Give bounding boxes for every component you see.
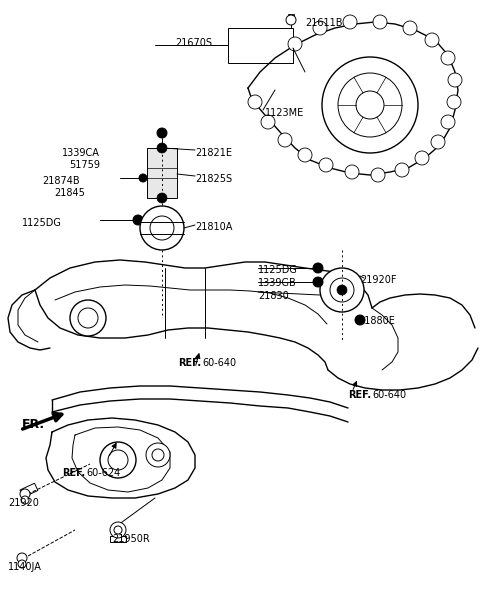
Text: 21950R: 21950R	[112, 534, 150, 544]
Circle shape	[395, 163, 409, 177]
Circle shape	[313, 263, 323, 273]
Circle shape	[447, 95, 461, 109]
Circle shape	[355, 315, 365, 325]
Text: 1125DG: 1125DG	[258, 265, 298, 275]
Circle shape	[78, 308, 98, 328]
Text: REF.: REF.	[348, 390, 371, 400]
Text: 1140JA: 1140JA	[8, 562, 42, 572]
Circle shape	[403, 21, 417, 35]
Text: 21920F: 21920F	[360, 275, 396, 285]
Text: FR.: FR.	[22, 418, 45, 431]
Bar	[288, 14, 294, 22]
Text: REF.: REF.	[62, 468, 85, 478]
Circle shape	[345, 165, 359, 179]
Circle shape	[140, 206, 184, 250]
Text: 21825S: 21825S	[195, 174, 232, 184]
Bar	[147, 148, 177, 198]
Text: 60-624: 60-624	[86, 468, 120, 478]
Circle shape	[108, 450, 128, 470]
Circle shape	[371, 168, 385, 182]
Text: 21670S: 21670S	[175, 38, 212, 48]
Bar	[110, 536, 126, 542]
Circle shape	[441, 51, 455, 65]
Text: 51759: 51759	[69, 160, 100, 170]
Circle shape	[288, 37, 302, 51]
Circle shape	[70, 300, 106, 336]
Circle shape	[157, 143, 167, 153]
Text: 21874B: 21874B	[42, 176, 80, 186]
Circle shape	[431, 135, 445, 149]
Circle shape	[17, 553, 27, 563]
Circle shape	[373, 15, 387, 29]
Text: 21821E: 21821E	[195, 148, 232, 158]
Bar	[20, 483, 38, 497]
Circle shape	[298, 148, 312, 162]
Circle shape	[343, 15, 357, 29]
Circle shape	[133, 215, 143, 225]
Circle shape	[18, 560, 26, 568]
Circle shape	[146, 443, 170, 467]
Circle shape	[248, 95, 262, 109]
Circle shape	[286, 15, 296, 25]
Text: REF.: REF.	[178, 358, 201, 368]
Circle shape	[139, 174, 147, 182]
Circle shape	[330, 278, 354, 302]
Circle shape	[338, 73, 402, 137]
Circle shape	[110, 522, 126, 538]
Text: 21611B: 21611B	[305, 18, 343, 28]
Bar	[228, 28, 293, 63]
Circle shape	[20, 489, 30, 499]
Circle shape	[114, 526, 122, 534]
Text: 21845: 21845	[54, 188, 85, 198]
Text: 1125DG: 1125DG	[22, 218, 62, 228]
Text: 60-640: 60-640	[372, 390, 406, 400]
Circle shape	[322, 57, 418, 153]
Text: 21920: 21920	[8, 498, 39, 508]
Circle shape	[150, 216, 174, 240]
Circle shape	[425, 33, 439, 47]
Text: 21830: 21830	[258, 291, 289, 301]
Circle shape	[415, 151, 429, 165]
Circle shape	[157, 128, 167, 138]
Text: 60-640: 60-640	[202, 358, 236, 368]
Circle shape	[152, 449, 164, 461]
Circle shape	[100, 442, 136, 478]
Circle shape	[157, 193, 167, 203]
Circle shape	[319, 158, 333, 172]
Text: 21810A: 21810A	[195, 222, 232, 232]
Text: 1123ME: 1123ME	[265, 108, 304, 118]
Text: 1339CA: 1339CA	[62, 148, 100, 158]
Circle shape	[261, 115, 275, 129]
Text: 1339GB: 1339GB	[258, 278, 297, 288]
Circle shape	[441, 115, 455, 129]
Circle shape	[320, 268, 364, 312]
Circle shape	[337, 285, 347, 295]
Text: 21880E: 21880E	[358, 316, 395, 326]
Circle shape	[313, 277, 323, 287]
Circle shape	[356, 91, 384, 119]
Circle shape	[21, 496, 29, 504]
Circle shape	[278, 133, 292, 147]
Circle shape	[313, 21, 327, 35]
Circle shape	[448, 73, 462, 87]
